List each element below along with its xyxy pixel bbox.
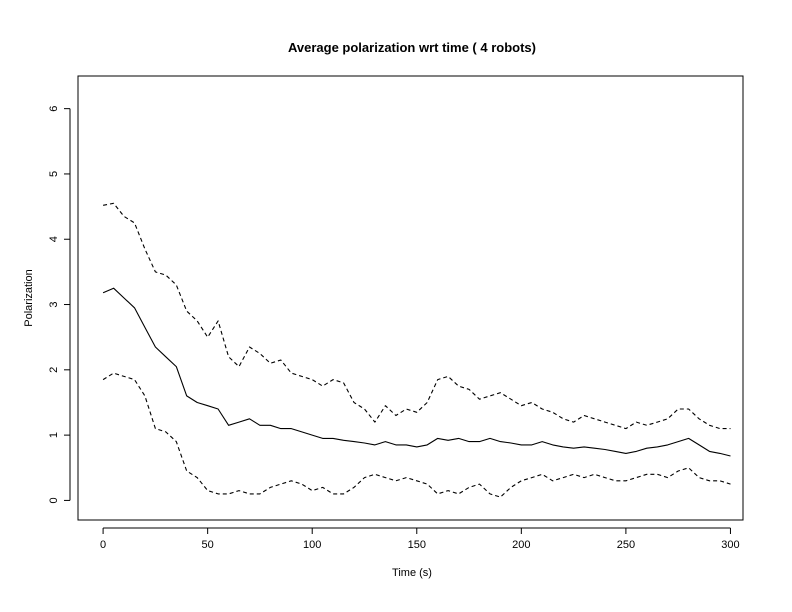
x-tick-label: 150: [408, 539, 426, 551]
x-tick-label: 50: [202, 539, 214, 551]
chart-title: Average polarization wrt time ( 4 robots…: [288, 40, 536, 55]
y-tick-label: 0: [48, 497, 60, 503]
series-line-2: [102, 287, 731, 457]
series-line-1: [102, 202, 731, 430]
y-axis-label: Polarization: [23, 269, 35, 326]
series-layer: [102, 202, 731, 498]
x-tick-label: 100: [303, 539, 321, 551]
y-tick-label: 3: [48, 301, 60, 307]
y-tick-label: 1: [48, 432, 60, 438]
x-axis: 0 50 100 150 200 250 300: [100, 527, 740, 551]
y-tick-label: 4: [48, 236, 60, 242]
x-tick-label: 250: [617, 539, 635, 551]
x-tick-label: 0: [100, 539, 106, 551]
x-tick-label: 200: [512, 539, 530, 551]
y-tick-label: 6: [48, 106, 60, 112]
x-tick-label: 300: [721, 539, 739, 551]
plot-frame: [77, 75, 744, 521]
y-axis: 0 1 2 3 4 5 6: [48, 106, 71, 503]
series-line-3: [102, 372, 731, 498]
y-tick-label: 5: [48, 171, 60, 177]
x-axis-label: Time (s): [392, 567, 432, 579]
y-tick-label: 2: [48, 367, 60, 373]
